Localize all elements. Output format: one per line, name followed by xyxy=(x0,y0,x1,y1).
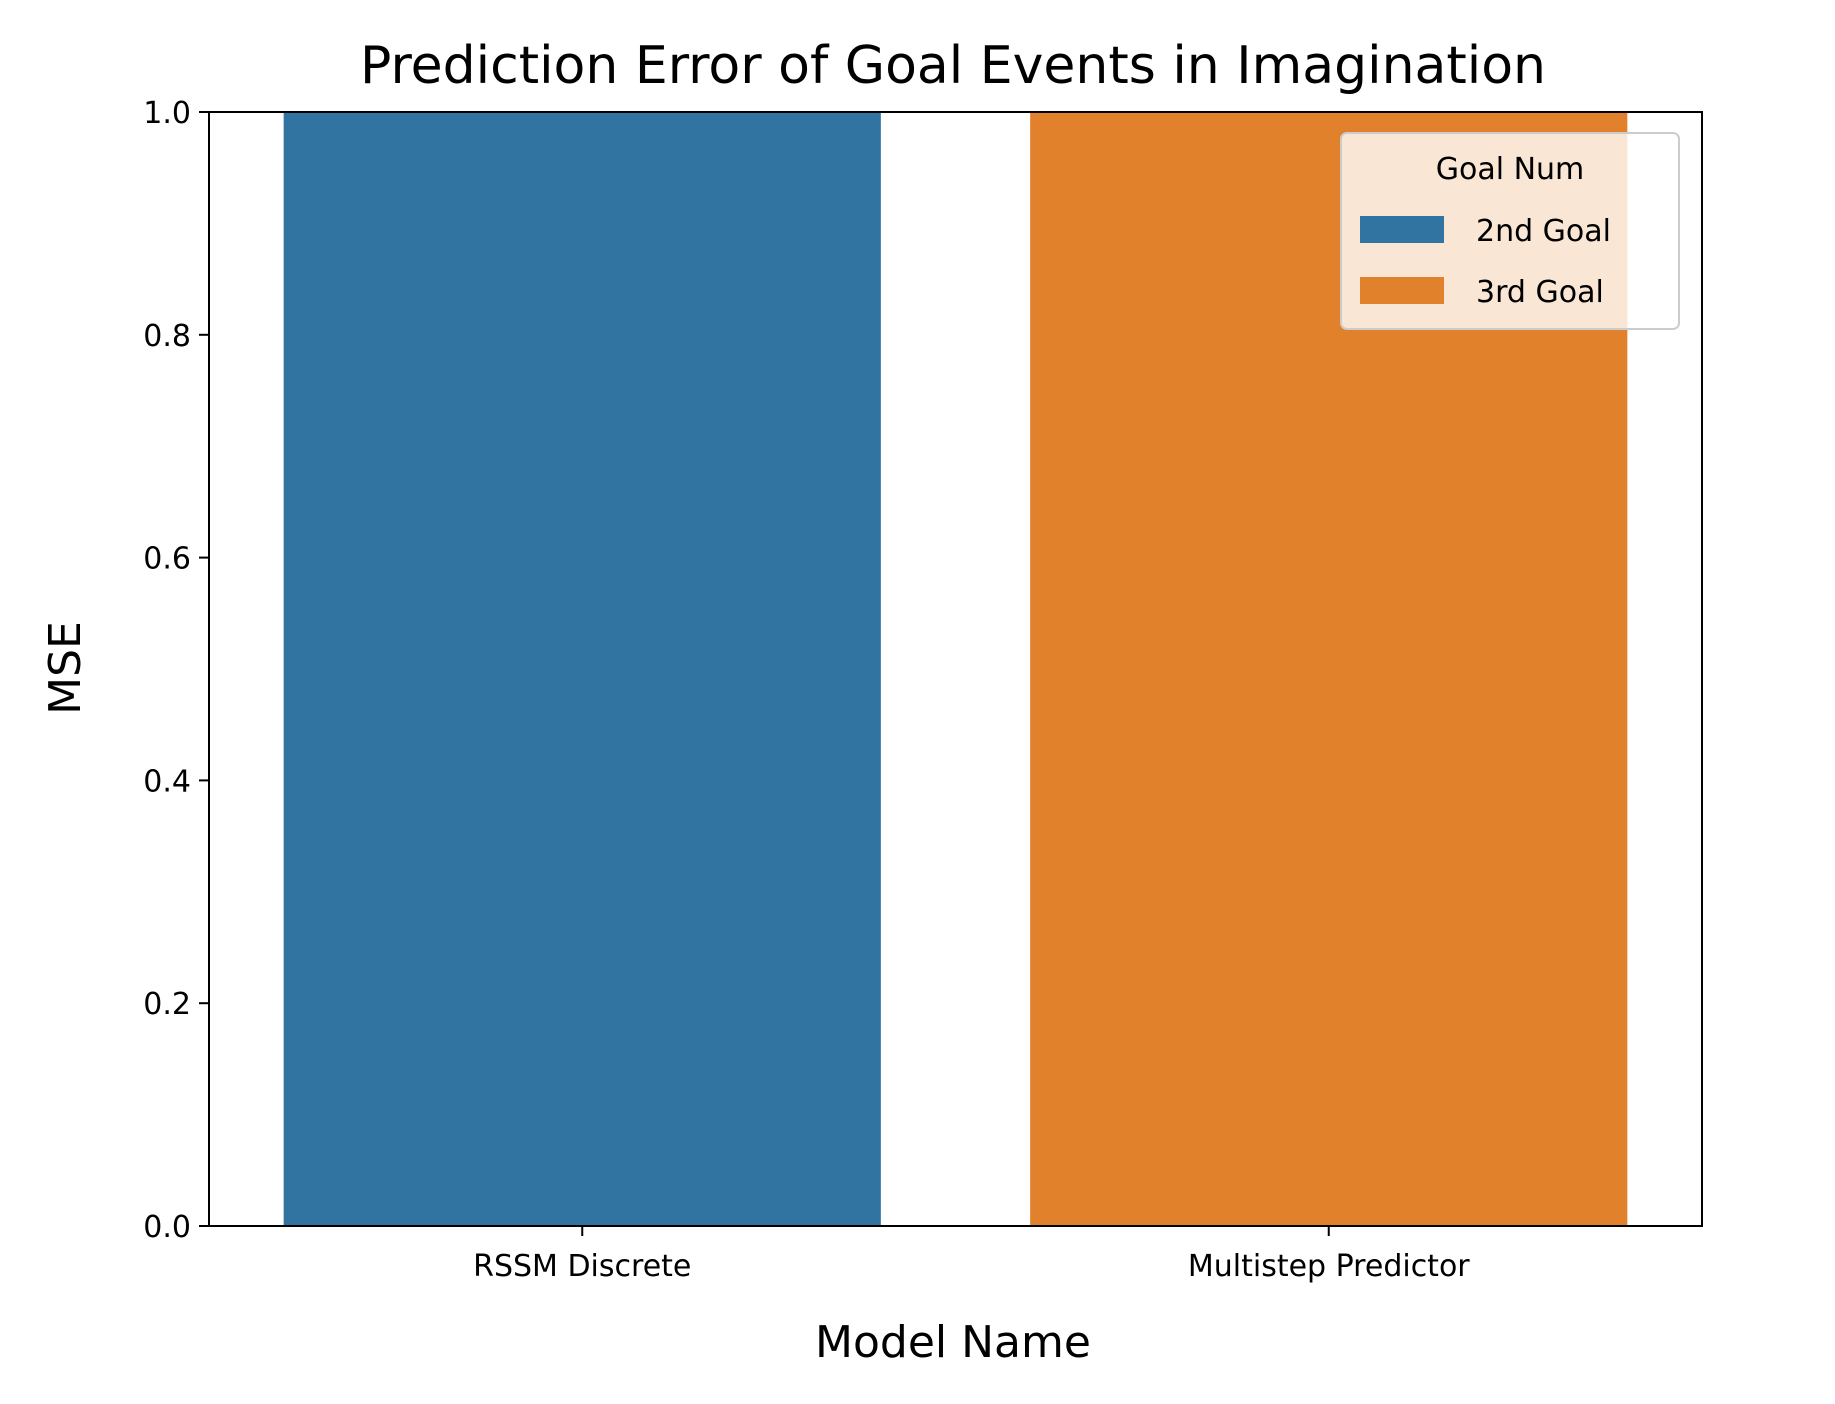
x-tick-label: Multistep Predictor xyxy=(1188,1249,1470,1284)
plot-area: 0.0 0.2 0.4 0.6 0.8 1.0 RSSM Discrete Multistep… xyxy=(143,96,1703,1284)
legend-title: Goal Num xyxy=(1436,152,1585,187)
chart-title: Prediction Error of Goal Events in Imagi… xyxy=(360,36,1546,96)
y-tick-label: 0.6 xyxy=(143,542,191,577)
y-tick-label: 0.2 xyxy=(143,987,191,1022)
y-tick-label: 0.0 xyxy=(143,1210,191,1245)
legend-label-3rd-goal: 3rd Goal xyxy=(1476,275,1604,310)
x-axis-label: Model Name xyxy=(815,1317,1091,1368)
legend-swatch-2nd-goal xyxy=(1360,216,1444,243)
legend-label-2nd-goal: 2nd Goal xyxy=(1476,214,1611,249)
legend-swatch-3rd-goal xyxy=(1360,277,1444,304)
plot-frame xyxy=(208,111,1703,1227)
legend: Goal Num 2nd Goal 3rd Goal xyxy=(1340,132,1680,330)
bar-2nd-goal-rssm-discrete xyxy=(283,112,881,1226)
y-axis-label: MSE xyxy=(40,621,91,715)
x-tick-label: RSSM Discrete xyxy=(473,1249,691,1284)
y-tick-label: 0.4 xyxy=(143,764,191,799)
y-tick-label: 1.0 xyxy=(143,96,191,131)
y-tick-label: 0.8 xyxy=(143,319,191,354)
